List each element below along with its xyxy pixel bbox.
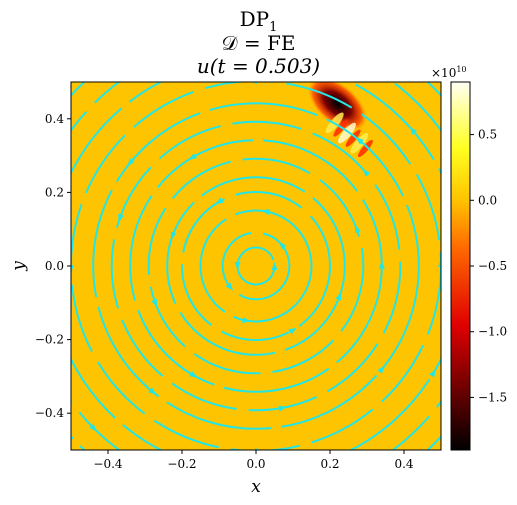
streamline-arrow: [382, 476, 392, 485]
chart-title-line-3: u(t = 0.503): [196, 54, 321, 78]
colorbar-tick-label: −1.0: [478, 325, 507, 339]
streamline-arrow: [47, 158, 56, 168]
y-tick-label: 0.0: [45, 259, 64, 273]
y-tick-label: −0.4: [35, 406, 65, 420]
streamline-arrow: [479, 225, 486, 234]
streamline: [166, 176, 346, 356]
streamline-arrow: [409, 126, 418, 135]
streamline-arrow: [278, 405, 287, 412]
y-tick-label: −0.2: [35, 333, 64, 347]
pulse-core: [306, 82, 368, 132]
streamline-arrow: [438, 258, 441, 267]
streamline-arrow: [170, 71, 180, 80]
streamline-arrow: [355, 137, 364, 145]
pulse-crest: [338, 122, 356, 144]
streamline-arrow: [148, 387, 157, 395]
chart-title-line-2: 𝒟 = FE: [221, 31, 296, 55]
pulse-trough: [357, 139, 373, 158]
x-axis-label: x: [251, 477, 261, 497]
streamline-arrow: [188, 153, 197, 160]
y-axis-label: y: [9, 261, 29, 272]
streamline-arrow: [242, 317, 251, 323]
x-tick-label: 0.0: [246, 457, 265, 471]
colorbar: 0.5 0.0 −0.5 −1.0 −1.5 ×1010: [431, 65, 507, 451]
streamline-arrow: [130, 482, 140, 491]
streamline-arrow: [355, 224, 361, 234]
streamline-arrow: [287, 36, 296, 43]
streamline-arrow: [377, 365, 385, 374]
colorbar-multiplier: ×1010: [431, 65, 467, 80]
streamline-arrow: [46, 280, 53, 288]
streamline-arrow: [356, 466, 366, 475]
x-tick-label: −0.4: [93, 457, 123, 471]
streamline: [181, 191, 331, 341]
streamline-arrow: [261, 209, 270, 215]
streamline: [110, 120, 402, 412]
field-background: [71, 82, 441, 450]
streamline-arrow: [120, 46, 130, 55]
streamline-arrow: [271, 262, 278, 270]
streamline-arrow: [127, 158, 135, 167]
streamline: [199, 209, 313, 323]
x-tick-label: 0.2: [320, 457, 339, 471]
streamline: [92, 102, 420, 430]
x-axis-ticks: −0.4 −0.2 0.0 0.2 0.4: [93, 450, 414, 471]
streamline-arrow: [429, 369, 436, 378]
streamline-arrow: [362, 168, 371, 177]
streamline-arrow: [215, 197, 224, 205]
title-dp: DP: [239, 7, 270, 31]
streamline-arrow: [89, 423, 98, 432]
streamline-arrow: [170, 231, 177, 241]
pulse-trough: [345, 129, 361, 147]
plot-area: [1, 36, 486, 491]
streamline: [147, 157, 365, 375]
streamline-arrow: [71, 265, 74, 274]
y-tick-label: 0.4: [45, 112, 64, 126]
colorbar-tick-label: 0.5: [478, 128, 497, 142]
streamlines: [1, 36, 486, 491]
streamline-arrow: [234, 262, 241, 270]
streamline-arrow: [288, 327, 297, 335]
streamline-arrow: [372, 41, 382, 50]
streamline: [221, 231, 291, 301]
streamline-arrow: [189, 371, 198, 378]
chart-title-line-1: DP1: [0, 8, 517, 39]
streamline-arrow: [378, 260, 385, 269]
y-tick-label: 0.2: [45, 185, 64, 199]
streamline-arrow: [1, 268, 7, 276]
colorbar-tick-label: −0.5: [478, 259, 507, 273]
colorbar-tick-label: −1.5: [478, 390, 507, 404]
streamline-arrow: [335, 291, 342, 301]
x-tick-label: 0.4: [394, 457, 413, 471]
title-dp-subscript: 1: [269, 20, 278, 35]
streamline-arrow: [151, 298, 157, 308]
y-axis-ticks: −0.4 −0.2 0.0 0.2 0.4: [35, 112, 71, 420]
streamline-arrow: [278, 241, 287, 250]
streamline-arrow: [225, 282, 234, 291]
colorbar-gradient: [450, 81, 471, 451]
x-tick-label: −0.2: [167, 457, 196, 471]
colorbar-tick-label: 0.0: [478, 193, 497, 207]
streamline-arrow: [205, 464, 214, 472]
colorbar-ticks: 0.5 0.0 −0.5 −1.0 −1.5: [470, 128, 507, 404]
streamline-arrow: [118, 213, 124, 223]
colorbar-multiplier-exponent: 10: [456, 65, 466, 74]
